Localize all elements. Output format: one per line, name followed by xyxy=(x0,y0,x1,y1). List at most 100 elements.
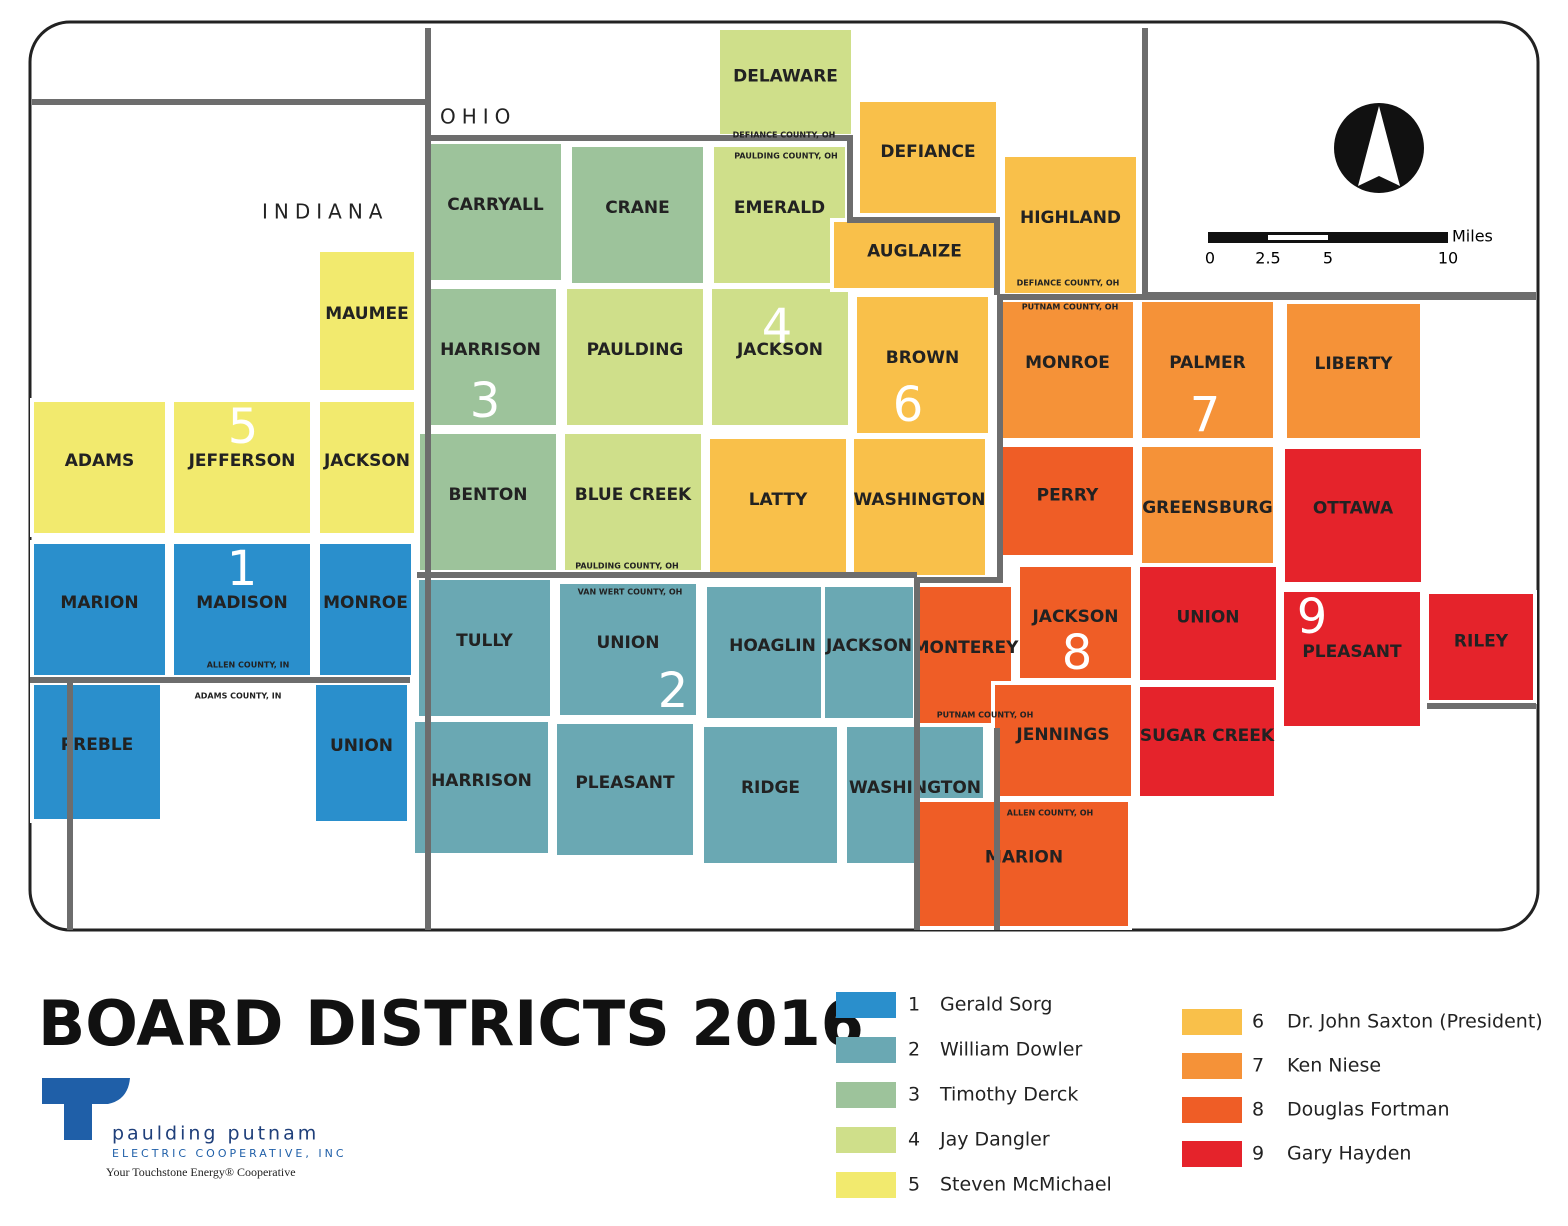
logo-name: paulding putnam xyxy=(112,1123,319,1145)
county-label: DEFIANCE COUNTY, OH xyxy=(733,131,836,140)
township-area xyxy=(916,798,1132,930)
township-label: DEFIANCE xyxy=(880,142,975,162)
township-label: CARRYALL xyxy=(447,195,544,215)
legend-swatch xyxy=(1182,1097,1242,1123)
county-label: PUTNAM COUNTY, OH xyxy=(937,711,1034,720)
township-area xyxy=(553,720,697,859)
township-area xyxy=(1138,298,1277,442)
legend-number: 2 xyxy=(908,1039,920,1061)
township-area xyxy=(556,580,700,719)
township-area xyxy=(411,718,552,857)
township-label: JACKSON xyxy=(323,451,410,471)
township-area xyxy=(998,298,1137,442)
district-number: 2 xyxy=(658,663,689,719)
township-area xyxy=(30,398,169,537)
township-label: BROWN xyxy=(886,348,959,368)
township-label: RIDGE xyxy=(741,778,800,798)
township-label: BLUE CREEK xyxy=(575,485,692,505)
county-label: ALLEN COUNTY, IN xyxy=(207,661,290,670)
township-area xyxy=(561,430,705,574)
scale-tick: 2.5 xyxy=(1255,249,1280,268)
township-area xyxy=(316,540,415,679)
township-area xyxy=(998,443,1137,559)
township-label: BENTON xyxy=(448,485,527,505)
legend-number: 9 xyxy=(1252,1143,1264,1165)
county-labels: DEFIANCE COUNTY, OH PAULDING COUNTY, OH DE… xyxy=(195,131,1120,818)
county-label: DEFIANCE COUNTY, OH xyxy=(1017,279,1120,288)
township-label: UNION xyxy=(596,633,659,653)
logo: paulding putnam ELECTRIC COOPERATIVE, IN… xyxy=(42,1078,344,1179)
title: BOARD DISTRICTS 2016 xyxy=(38,987,864,1060)
township-area xyxy=(316,248,418,394)
legend-swatch xyxy=(836,1037,896,1063)
district-number: 4 xyxy=(762,299,793,355)
township-label: CRANE xyxy=(605,198,670,218)
legend-member: Gary Hayden xyxy=(1287,1143,1411,1165)
legend-number: 4 xyxy=(908,1129,920,1151)
township-area xyxy=(708,285,852,429)
township-label: PLEASANT xyxy=(575,773,675,793)
state-label: OHIO xyxy=(440,105,516,129)
township-label: AUGLAIZE xyxy=(867,242,962,262)
township-area xyxy=(1136,683,1278,800)
district-number: 3 xyxy=(470,373,501,429)
state-label: INDIANA xyxy=(262,200,388,224)
scale-tick: 0 xyxy=(1205,249,1215,268)
legend-member: Steven McMichael xyxy=(940,1174,1112,1196)
county-label: PAULDING COUNTY, OH xyxy=(734,152,837,161)
district-number: 5 xyxy=(228,399,259,455)
township-label: HIGHLAND xyxy=(1020,208,1121,228)
legend-swatch xyxy=(1182,1141,1242,1167)
township-label: PAULDING xyxy=(587,340,684,360)
county-label: ADAMS COUNTY, IN xyxy=(195,692,282,701)
township-label: JACKSON xyxy=(825,636,912,656)
township-label: LATTY xyxy=(749,490,808,510)
scale-tick: 5 xyxy=(1323,249,1333,268)
township-area xyxy=(856,98,1000,217)
township-area xyxy=(716,26,855,138)
township-label: MARION xyxy=(60,593,138,613)
township-area xyxy=(312,681,411,825)
legend-number: 3 xyxy=(908,1084,920,1106)
township-label: PALMER xyxy=(1169,353,1246,373)
scale-unit: Miles xyxy=(1452,227,1493,246)
township-label: JACKSON xyxy=(1031,607,1118,627)
township-label: ADAMS xyxy=(65,451,135,471)
township-label: PREBLE xyxy=(61,735,134,755)
county-borders xyxy=(30,28,1536,930)
township-label: MONROE xyxy=(1025,353,1110,373)
townships: MAUMEE ADAMS JEFFERSON JACKSON MARION MADISON… xyxy=(30,26,1537,930)
township-label: JACKSON xyxy=(736,340,823,360)
township-area xyxy=(706,435,850,579)
township-label: JEFFERSON xyxy=(188,451,296,471)
legend-member: Douglas Fortman xyxy=(1287,1099,1450,1121)
legend-number: 5 xyxy=(908,1174,920,1196)
township-area xyxy=(170,398,314,537)
township-label: PLEASANT xyxy=(1302,642,1402,662)
district-numbers: 1 2 3 4 5 6 7 8 9 xyxy=(227,299,1328,719)
township-label: LIBERTY xyxy=(1315,354,1394,374)
township-label: RILEY xyxy=(1454,632,1509,652)
township-area xyxy=(710,143,849,287)
legend-number: 1 xyxy=(908,994,920,1016)
township-area xyxy=(1136,563,1280,684)
township-area xyxy=(316,398,418,537)
legend-swatch xyxy=(836,1172,896,1198)
township-area xyxy=(1016,563,1135,682)
township-area xyxy=(1138,443,1277,587)
legend-member: Jay Dangler xyxy=(939,1129,1050,1151)
township-label: DELAWARE xyxy=(733,67,838,87)
township-area xyxy=(700,723,841,867)
township-label: HARRISON xyxy=(440,340,541,360)
township-area xyxy=(1001,153,1140,297)
township-area xyxy=(1280,588,1424,730)
legend-number: 6 xyxy=(1252,1011,1264,1033)
legend-swatch xyxy=(836,992,896,1018)
district-number: 9 xyxy=(1297,589,1328,645)
township-label: WASHINGTON xyxy=(853,490,985,510)
township-area xyxy=(1283,300,1424,442)
county-label: PUTNAM COUNTY, OH xyxy=(1022,303,1119,312)
district-number: 7 xyxy=(1190,387,1221,443)
district-number: 6 xyxy=(893,377,924,433)
legend-member: Ken Niese xyxy=(1287,1055,1381,1077)
